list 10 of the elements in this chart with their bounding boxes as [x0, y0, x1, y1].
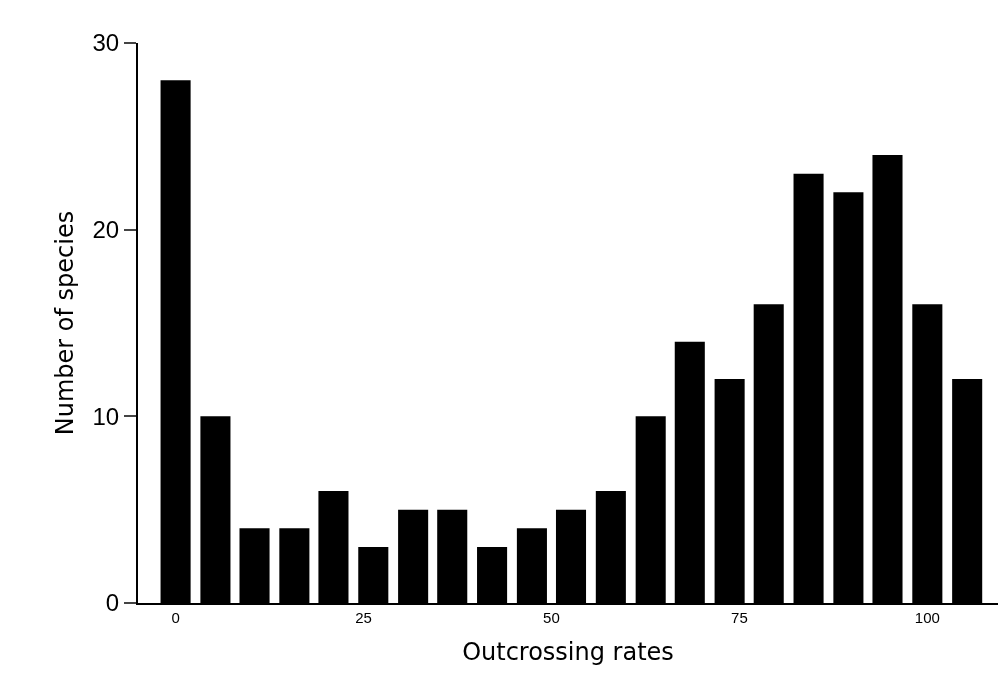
y-tick-label: 10 — [92, 402, 120, 430]
y-axis-title: Number of species — [51, 210, 80, 436]
x-tick-label: 0 — [171, 609, 180, 626]
x-axis-title: Outcrossing rates — [462, 637, 674, 666]
y-tick-label: 30 — [92, 29, 120, 57]
x-tick-label: 100 — [914, 609, 940, 626]
y-tick-label: 20 — [92, 216, 120, 244]
x-tick-label: 25 — [355, 609, 372, 626]
x-tick-label: 75 — [731, 609, 748, 626]
x-tick-label: 50 — [543, 609, 560, 626]
